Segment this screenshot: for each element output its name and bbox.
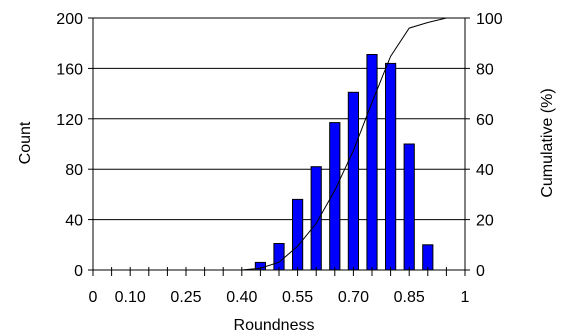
x-tick-label: 0.85	[394, 289, 425, 306]
y2-tick-label: 40	[476, 162, 494, 179]
x-tick-label: 0.25	[170, 289, 201, 306]
y-tick-label: 80	[65, 162, 83, 179]
cumulative-series	[93, 17, 465, 271]
y2-tick-label: 60	[476, 112, 494, 129]
tick-labels: 0 40 80 120 160 200 0 20 40 60 80 100 0 0.10 0.25 0.40 0…	[56, 11, 503, 306]
bar	[273, 243, 285, 271]
y-tick-label: 160	[56, 61, 83, 78]
cumulative-line	[93, 17, 465, 271]
y2-axis-title: Cumulative (%)	[539, 88, 556, 197]
y-tick-label: 200	[56, 11, 83, 28]
x-tick-label: 0.70	[338, 289, 369, 306]
axes	[88, 17, 470, 276]
bar-series	[254, 54, 434, 271]
y-tick-label: 40	[65, 213, 83, 230]
bar	[403, 143, 415, 271]
x-tick-label: 0.40	[226, 289, 257, 306]
bar	[310, 166, 322, 271]
bar	[347, 91, 359, 271]
bar	[366, 54, 378, 271]
y2-tick-label: 0	[476, 263, 485, 280]
x-tick-label: 1	[461, 289, 470, 306]
gridlines	[93, 17, 465, 221]
x-tick-label: 0.55	[282, 289, 313, 306]
bar	[422, 244, 434, 271]
y2-tick-label: 20	[476, 213, 494, 230]
x-tick-label: 0	[89, 289, 98, 306]
bar	[385, 62, 397, 271]
y-axis-title: Count	[17, 121, 34, 164]
bar	[292, 198, 304, 271]
y2-tick-label: 100	[476, 11, 503, 28]
x-tick-label: 0.10	[115, 289, 146, 306]
x-axis-title: Roundness	[234, 317, 315, 334]
y-tick-label: 120	[56, 112, 83, 129]
y-tick-label: 0	[74, 263, 83, 280]
y2-tick-label: 80	[476, 61, 494, 78]
